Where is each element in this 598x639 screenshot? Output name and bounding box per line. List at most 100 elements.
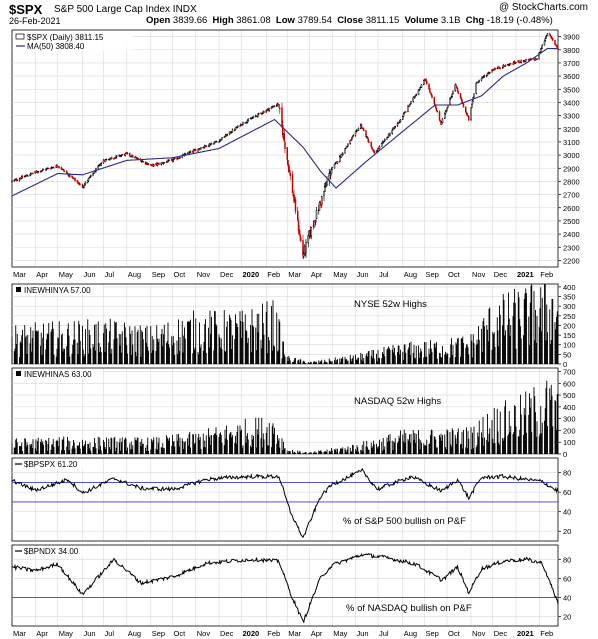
highs-bar (48, 323, 50, 364)
highs-bar (166, 342, 167, 364)
highs-bar (360, 449, 362, 454)
y-tick-label: 3400 (563, 98, 580, 107)
candle-body (294, 199, 297, 212)
highs-bar (132, 344, 134, 364)
highs-bar (323, 362, 325, 364)
highs-bar (454, 434, 456, 454)
highs-bar (393, 352, 395, 364)
highs-bar (173, 440, 175, 454)
highs-bar (544, 284, 546, 364)
highs-bar (493, 332, 495, 364)
highs-bar (488, 433, 490, 454)
highs-bar (145, 451, 147, 454)
highs-bar (79, 340, 81, 364)
highs-bar (489, 307, 491, 364)
highs-bar (250, 352, 252, 364)
candle-body (263, 111, 265, 113)
highs-bar (169, 347, 170, 364)
highs-bar (241, 310, 243, 364)
highs-bar (367, 351, 369, 364)
panel-frame (11, 457, 559, 542)
highs-bar (363, 357, 365, 364)
candle-body (435, 105, 437, 109)
highs-bar (303, 360, 305, 364)
highs-bar (319, 450, 321, 454)
highs-bar (37, 437, 39, 454)
highs-bar (460, 356, 461, 364)
highs-bar (208, 428, 209, 454)
candle-body (371, 146, 373, 150)
highs-bar (73, 440, 74, 454)
highs-bar (454, 357, 456, 364)
highs-bar (488, 308, 490, 364)
highs-bar (178, 319, 179, 364)
highs-bar (334, 449, 336, 454)
candle-body (543, 40, 546, 46)
highs-bar (61, 449, 62, 454)
highs-bar (424, 445, 426, 454)
highs-bar (93, 446, 95, 454)
volume-label: Volume (404, 15, 439, 26)
highs-bar (276, 312, 278, 364)
highs-bar (134, 326, 136, 364)
highs-bar (408, 347, 410, 364)
highs-bar (392, 450, 394, 454)
highs-bar (388, 441, 390, 454)
highs-bar (360, 352, 362, 364)
highs-bar (19, 445, 21, 454)
highs-bar (152, 439, 154, 454)
highs-bar (72, 445, 74, 454)
highs-bar (203, 341, 205, 364)
candle-body (252, 116, 255, 118)
open-label: Open (146, 15, 171, 26)
highs-bar (384, 356, 386, 364)
highs-bar (503, 299, 505, 364)
highs-bar (88, 443, 89, 454)
highs-bar (550, 384, 552, 454)
highs-bar (350, 358, 352, 364)
highs-bar (387, 441, 389, 454)
highs-bar (523, 408, 525, 454)
highs-bar (481, 432, 482, 454)
x-tick-label: Mar (13, 270, 26, 279)
highs-bar (418, 430, 419, 454)
highs-bar (356, 445, 358, 454)
highs-bar (314, 451, 316, 454)
highs-bar (546, 304, 548, 364)
highs-bar (61, 333, 63, 364)
highs-bar (103, 324, 105, 364)
highs-bar (146, 445, 148, 454)
highs-bar (218, 334, 220, 364)
highs-bar (498, 442, 500, 454)
highs-bar (131, 330, 133, 364)
legend-backdrop (13, 369, 103, 379)
candle-body (351, 136, 354, 139)
candle-body (205, 145, 207, 148)
highs-bar (282, 341, 284, 364)
highs-bar (260, 339, 262, 364)
highs-bar (493, 443, 494, 454)
highs-bar (77, 354, 79, 364)
highs-bar (92, 447, 94, 454)
highs-bar (279, 321, 281, 364)
highs-bar (63, 348, 65, 364)
highs-bar (268, 423, 270, 454)
series-annotation: % of NASDAQ bullish on P&F (346, 603, 472, 614)
highs-bar (450, 344, 452, 364)
candle-body (58, 166, 60, 168)
highs-bar (29, 343, 31, 364)
candle-body (231, 129, 234, 132)
highs-bar (295, 452, 296, 454)
highs-bar (146, 325, 148, 364)
highs-bar (421, 442, 422, 454)
highs-bar (487, 329, 488, 364)
highs-bar (428, 444, 430, 454)
highs-bar (241, 447, 243, 454)
highs-bar (331, 450, 333, 454)
highs-bar (370, 355, 372, 364)
highs-bar (502, 440, 504, 454)
highs-bar (118, 442, 120, 454)
highs-bar (335, 448, 337, 454)
highs-bar (341, 449, 343, 454)
